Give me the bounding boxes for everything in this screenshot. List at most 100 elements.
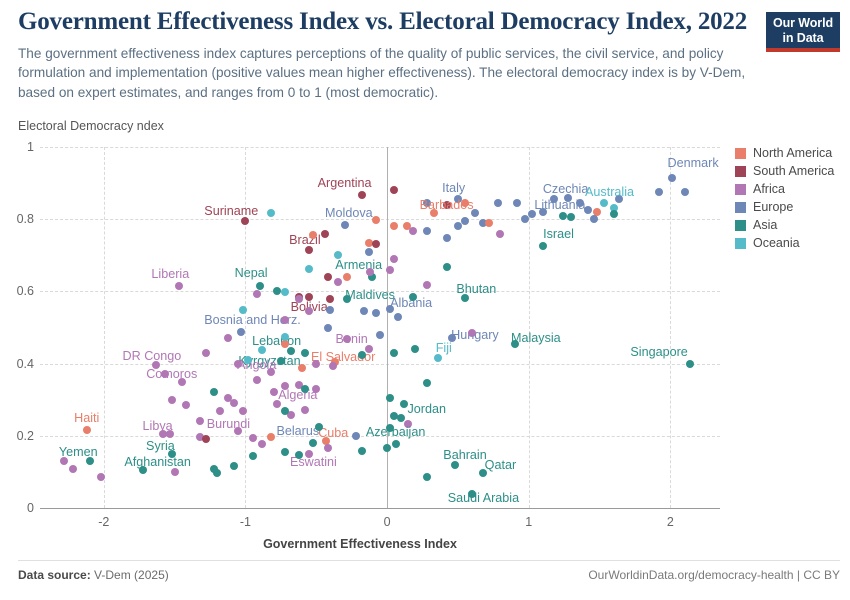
scatter-point[interactable] [305, 449, 314, 458]
scatter-point[interactable] [286, 410, 295, 419]
scatter-point[interactable] [448, 334, 457, 343]
scatter-point[interactable] [238, 407, 247, 416]
scatter-point[interactable] [442, 262, 451, 271]
scatter-point[interactable] [357, 446, 366, 455]
scatter-point[interactable] [300, 405, 309, 414]
scatter-point[interactable] [411, 345, 420, 354]
scatter-point[interactable] [429, 208, 438, 217]
scatter-point[interactable] [166, 429, 175, 438]
scatter-point[interactable] [493, 198, 502, 207]
scatter-point[interactable] [295, 381, 304, 390]
scatter-point[interactable] [281, 316, 290, 325]
scatter-point[interactable] [152, 361, 161, 370]
scatter-point[interactable] [360, 307, 369, 316]
scatter-point[interactable] [367, 272, 376, 281]
scatter-point[interactable] [160, 369, 169, 378]
scatter-point[interactable] [599, 198, 608, 207]
scatter-point[interactable] [451, 460, 460, 469]
scatter-point[interactable] [323, 272, 332, 281]
scatter-point[interactable] [390, 411, 399, 420]
scatter-point[interactable] [181, 401, 190, 410]
scatter-point[interactable] [201, 348, 210, 357]
scatter-point[interactable] [312, 384, 321, 393]
scatter-point[interactable] [269, 388, 278, 397]
scatter-point[interactable] [309, 439, 318, 448]
scatter-point[interactable] [329, 362, 338, 371]
scatter-point[interactable] [609, 204, 618, 213]
scatter-point[interactable] [364, 345, 373, 354]
scatter-point[interactable] [326, 295, 335, 304]
scatter-point[interactable] [402, 222, 411, 231]
scatter-point[interactable] [383, 444, 392, 453]
scatter-point[interactable] [364, 238, 373, 247]
scatter-point[interactable] [315, 422, 324, 431]
scatter-point[interactable] [96, 473, 105, 482]
scatter-point[interactable] [390, 254, 399, 263]
scatter-point[interactable] [248, 451, 257, 460]
scatter-point[interactable] [309, 231, 318, 240]
scatter-point[interactable] [170, 467, 179, 476]
scatter-point[interactable] [422, 473, 431, 482]
scatter-point[interactable] [258, 439, 267, 448]
scatter-point[interactable] [404, 420, 413, 429]
scatter-point[interactable] [442, 233, 451, 242]
scatter-point[interactable] [385, 423, 394, 432]
scatter-point[interactable] [408, 226, 417, 235]
scatter-point[interactable] [300, 384, 309, 393]
scatter-point[interactable] [567, 213, 576, 222]
scatter-point[interactable] [391, 439, 400, 448]
scatter-point[interactable] [385, 393, 394, 402]
legend-item-asia[interactable]: Asia [735, 216, 847, 234]
scatter-point[interactable] [234, 359, 243, 368]
scatter-point[interactable] [281, 407, 290, 416]
scatter-point[interactable] [295, 450, 304, 459]
scatter-point[interactable] [422, 280, 431, 289]
scatter-point[interactable] [422, 198, 431, 207]
scatter-point[interactable] [215, 407, 224, 416]
scatter-point[interactable] [558, 211, 567, 220]
scatter-point[interactable] [468, 489, 477, 498]
scatter-point[interactable] [333, 278, 342, 287]
scatter-point[interactable] [453, 221, 462, 230]
scatter-point[interactable] [248, 433, 257, 442]
scatter-point[interactable] [266, 432, 275, 441]
scatter-point[interactable] [510, 339, 519, 348]
scatter-point[interactable] [230, 462, 239, 471]
scatter-point[interactable] [322, 437, 331, 446]
scatter-point[interactable] [408, 292, 417, 301]
scatter-point[interactable] [174, 281, 183, 290]
scatter-point[interactable] [496, 229, 505, 238]
scatter-point[interactable] [234, 427, 243, 436]
scatter-point[interactable] [196, 432, 205, 441]
scatter-point[interactable] [655, 188, 664, 197]
scatter-point[interactable] [453, 195, 462, 204]
scatter-point[interactable] [434, 354, 443, 363]
scatter-point[interactable] [241, 217, 250, 225]
scatter-point[interactable] [68, 465, 77, 473]
scatter-point[interactable] [167, 395, 176, 404]
scatter-point[interactable] [281, 381, 290, 390]
scatter-point[interactable] [394, 313, 403, 322]
scatter-point[interactable] [213, 468, 222, 477]
scatter-point[interactable] [422, 226, 431, 235]
scatter-point[interactable] [538, 242, 547, 251]
scatter-point[interactable] [159, 429, 168, 438]
scatter-point[interactable] [564, 194, 573, 203]
scatter-point[interactable] [305, 245, 314, 254]
scatter-point[interactable] [527, 209, 536, 218]
scatter-point[interactable] [357, 350, 366, 359]
scatter-point[interactable] [461, 217, 469, 225]
scatter-point[interactable] [298, 363, 307, 372]
scatter-point[interactable] [340, 220, 349, 229]
scatter-point[interactable] [468, 328, 477, 337]
scatter-point[interactable] [272, 287, 281, 296]
scatter-point[interactable] [371, 309, 380, 318]
scatter-point[interactable] [575, 198, 584, 207]
scatter-point[interactable] [281, 339, 290, 348]
scatter-point[interactable] [343, 335, 352, 344]
scatter-point[interactable] [422, 379, 431, 388]
scatter-point[interactable] [397, 414, 406, 423]
scatter-point[interactable] [281, 332, 290, 341]
scatter-point[interactable] [343, 294, 352, 303]
scatter-point[interactable] [305, 292, 314, 301]
